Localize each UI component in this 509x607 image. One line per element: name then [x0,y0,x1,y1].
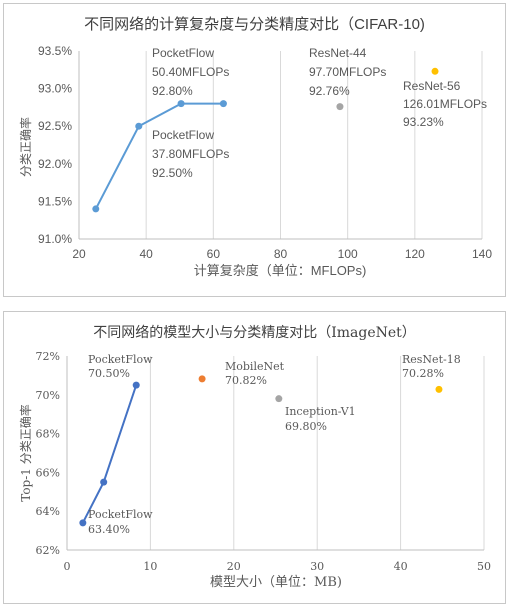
data-label: 70.82% [225,374,267,387]
y-tick-label: 92.5% [38,119,72,133]
y-tick-label: 66% [36,466,60,479]
y-tick-label: 68% [36,428,60,441]
x-tick-label: 10 [143,560,157,573]
x-tick-label: 20 [72,247,86,261]
data-label: ResNet-44 [309,46,367,60]
data-point [100,478,108,486]
data-point [135,122,143,130]
chart-title: 不同网络的计算复杂度与分类精度对比（CIFAR-10) [84,16,425,33]
y-tick-label: 92.0% [38,157,72,171]
data-point [336,103,344,111]
data-label: 69.80% [285,420,327,433]
data-point [431,67,439,75]
x-tick-label: 60 [207,247,221,261]
series-line [94,102,224,210]
x-tick-label: 100 [338,247,358,261]
data-label: 92.80% [152,84,193,98]
data-label: 92.76% [309,84,350,98]
y-tick-label: 62% [36,544,60,557]
data-point [92,205,100,213]
data-label: 50.40MFLOPs [152,65,229,79]
x-tick-label: 20 [227,560,241,573]
x-tick-label: 40 [394,560,408,573]
data-point [177,100,185,108]
x-tick-label: 50 [477,560,491,573]
data-label: 70.28% [402,367,444,380]
data-label: ResNet-56 [403,79,461,93]
chart-plot: 0 10 20 30 40 50 62% 64% 66% 68% 70% 72% 模型大小（单位：MB)… [18,350,491,590]
data-point [198,375,206,383]
data-label: 126.01MFLOPs [403,97,487,111]
data-point [219,100,227,108]
data-point [132,381,140,389]
data-label: 97.70MFLOPs [309,65,386,79]
data-label: 37.80MFLOPs [152,147,229,161]
x-tick-label: 80 [274,247,288,261]
y-tick-label: 93.0% [38,82,72,96]
chart-title: 不同网络的模型大小与分类精度对比（ImageNet） [93,325,416,341]
x-tick-label: 30 [310,560,324,573]
data-label: MobileNet [225,360,285,373]
y-axis-label: Top-1 分类正确率 [18,404,33,501]
data-label: PocketFlow [152,128,214,142]
chart-imagenet: 不同网络的模型大小与分类精度对比（ImageNet） 0 10 20 30 40 50 62… [3,311,506,604]
y-tick-label: 72% [36,350,60,363]
y-axis-label: 分类正确率 [18,117,33,177]
y-tick-label: 70% [36,389,60,402]
data-label: 70.50% [88,367,130,380]
data-label: ResNet-18 [402,353,461,366]
x-tick-label: 120 [405,247,425,261]
x-tick-label: 40 [139,247,153,261]
data-label: 92.50% [152,166,193,180]
data-label: Inception-V1 [285,405,356,418]
y-tick-label: 64% [36,505,60,518]
x-axis-label: 模型大小（单位：MB) [210,575,342,590]
data-point [275,395,283,403]
y-tick-label: 91.5% [38,194,72,208]
x-tick-label: 0 [64,560,71,573]
data-label: 93.23% [403,115,444,129]
y-tick-label: 91.0% [38,232,72,246]
data-point [79,519,87,527]
chart-plot: 20 40 60 80 100 120 140 91.0% 91.5% 92.0% 92.5% 93.… [18,44,492,278]
y-tick-label: 93.5% [38,44,72,58]
data-label: PocketFlow [88,508,153,521]
x-tick-label: 140 [472,247,492,261]
x-axis-label: 计算复杂度（单位：MFLOPs) [194,263,367,278]
series-line [81,384,138,524]
chart-cifar10: 不同网络的计算复杂度与分类精度对比（CIFAR-10) 20 40 60 80 100 1… [3,3,506,297]
data-label: PocketFlow [152,46,214,60]
data-point [435,385,443,393]
data-label: PocketFlow [88,353,153,366]
data-label: 63.40% [88,523,130,536]
